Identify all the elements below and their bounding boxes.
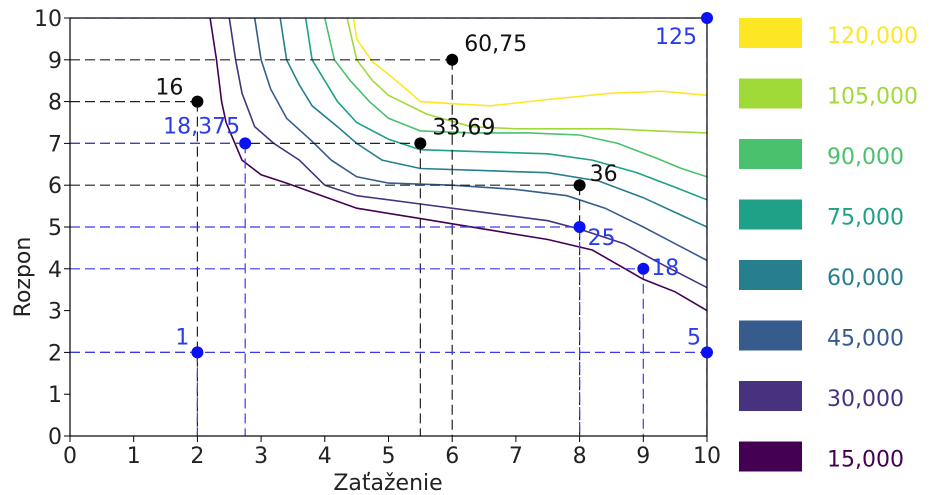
- axes: 0 1 2 3 4 5 6 7 8 9 10 0 1 2 3 4 5 6 7 8 9 10: [34, 7, 721, 469]
- y-tick-label: 9: [48, 49, 62, 74]
- legend-label: 45,000: [827, 327, 904, 352]
- legend-swatch: [739, 381, 802, 411]
- legend-swatch: [739, 139, 802, 169]
- contour-lines: [209, 18, 707, 312]
- y-tick-label: 1: [48, 383, 62, 408]
- black-point: [414, 137, 427, 150]
- blue-point: [701, 346, 713, 359]
- contour-line-1: [209, 18, 707, 312]
- legend: 120,000 105,000 90,000 75,000 60,000 45,000 30…: [739, 18, 918, 473]
- y-tick-label: 0: [48, 425, 62, 450]
- x-tick-label: 3: [254, 444, 268, 469]
- legend-label: 105,000: [827, 85, 918, 110]
- legend-label: 30,000: [827, 387, 904, 412]
- x-tick-label: 7: [509, 444, 523, 469]
- legend-swatch: [739, 441, 802, 472]
- black-point: [191, 95, 204, 108]
- x-tick-label: 5: [382, 444, 396, 469]
- black-point-label: 36: [590, 162, 618, 187]
- x-axis-title: Zaťaženie: [333, 471, 442, 495]
- x-tick-label: 8: [573, 444, 587, 469]
- x-tick-label: 10: [693, 444, 721, 469]
- x-tick-label: 9: [636, 444, 650, 469]
- blue-point-label: 25: [588, 226, 616, 251]
- x-tick-label: 6: [445, 444, 459, 469]
- legend-label: 120,000: [827, 24, 918, 49]
- x-tick-label: 1: [127, 444, 141, 469]
- black-point: [446, 53, 459, 66]
- legend-swatch: [739, 78, 802, 109]
- y-tick-label: 10: [34, 7, 62, 32]
- blue-point: [239, 137, 252, 150]
- blue-point-label: 18,375: [163, 114, 240, 139]
- guide-lines: [70, 18, 707, 436]
- y-tick-label: 5: [48, 216, 62, 241]
- blue-point-label: 5: [687, 325, 701, 350]
- y-tick-label: 7: [48, 132, 62, 157]
- legend-swatch: [739, 18, 802, 48]
- blue-point-label: 18: [651, 256, 679, 281]
- contour-line-6: [324, 18, 707, 178]
- black-point-label: 16: [155, 76, 183, 101]
- y-tick-label: 4: [48, 258, 62, 283]
- contour-line-3: [253, 18, 707, 262]
- contour-line-7: [346, 18, 707, 134]
- black-point-label: 60,75: [464, 32, 527, 57]
- x-tick-label: 4: [318, 444, 332, 469]
- blue-point-label: 1: [175, 325, 189, 350]
- blue-point: [573, 221, 586, 233]
- y-tick-label: 3: [48, 300, 62, 325]
- black-point: [573, 179, 586, 192]
- legend-label: 15,000: [827, 448, 904, 473]
- contour-line-8: [352, 18, 707, 107]
- legend-label: 60,000: [827, 266, 904, 291]
- blue-point-label: 125: [655, 25, 697, 50]
- legend-swatch: [739, 199, 802, 230]
- y-tick-label: 2: [48, 341, 62, 366]
- blue-point: [701, 12, 713, 24]
- contour-line-2: [228, 18, 707, 289]
- y-tick-label: 6: [48, 174, 62, 199]
- legend-swatch: [739, 320, 802, 351]
- x-tick-label: 0: [63, 444, 77, 469]
- legend-label: 90,000: [827, 145, 904, 170]
- y-tick-label: 8: [48, 91, 62, 116]
- data-points: 16 33,69 60,75 36 1 18,375 25 18 5 125: [155, 12, 713, 359]
- blue-point: [191, 346, 204, 359]
- y-axis-title: Rozpon: [11, 237, 36, 318]
- contour-line-4: [279, 18, 707, 228]
- black-point-label: 33,69: [432, 115, 495, 140]
- legend-label: 75,000: [827, 206, 904, 231]
- blue-point: [637, 262, 650, 275]
- legend-swatch: [739, 260, 802, 290]
- x-tick-label: 2: [190, 444, 204, 469]
